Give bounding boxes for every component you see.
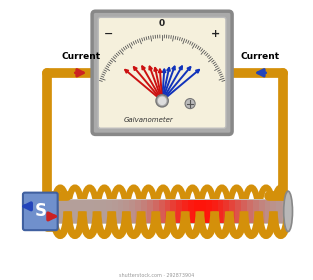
Bar	[241, 199, 248, 223]
Text: −: −	[104, 29, 114, 39]
Bar	[200, 199, 206, 223]
Bar	[70, 199, 77, 223]
Bar	[135, 199, 142, 223]
Bar	[171, 199, 177, 223]
Bar	[159, 199, 165, 223]
Text: Galvanometer: Galvanometer	[123, 117, 173, 123]
Circle shape	[158, 97, 166, 104]
Ellipse shape	[51, 193, 58, 229]
Bar	[218, 199, 224, 223]
Ellipse shape	[284, 191, 293, 232]
Bar	[76, 199, 83, 223]
Text: Current: Current	[61, 52, 100, 61]
Bar	[182, 199, 189, 223]
Bar	[123, 199, 130, 223]
FancyBboxPatch shape	[98, 17, 226, 128]
Bar	[112, 199, 118, 223]
Bar	[65, 199, 71, 223]
Bar	[153, 199, 159, 223]
Bar	[206, 199, 212, 223]
Bar	[82, 199, 89, 223]
FancyBboxPatch shape	[23, 193, 58, 230]
Bar	[106, 199, 112, 223]
Bar	[129, 199, 136, 223]
Text: Current: Current	[240, 52, 280, 61]
Bar	[276, 199, 283, 223]
Bar	[235, 199, 242, 223]
Bar	[229, 199, 236, 223]
Text: S: S	[34, 202, 46, 220]
Bar	[53, 199, 288, 224]
Text: +: +	[211, 29, 220, 39]
Bar	[194, 199, 200, 223]
Bar	[141, 199, 147, 223]
Bar	[270, 199, 277, 223]
Text: shutterstock.com · 292873904: shutterstock.com · 292873904	[119, 273, 194, 278]
Bar	[88, 199, 95, 223]
Bar	[259, 199, 265, 223]
Bar	[100, 199, 106, 223]
Bar	[223, 199, 230, 223]
Bar	[177, 199, 183, 223]
Text: 0: 0	[159, 19, 165, 28]
Bar	[118, 199, 124, 223]
Bar	[165, 199, 171, 223]
Circle shape	[156, 95, 168, 107]
Circle shape	[185, 99, 195, 109]
Bar	[188, 199, 195, 223]
FancyBboxPatch shape	[92, 11, 232, 134]
Bar	[282, 199, 289, 223]
Bar	[94, 199, 100, 223]
Bar	[59, 199, 65, 223]
Bar	[53, 199, 59, 223]
Bar	[147, 199, 153, 223]
Bar	[212, 199, 218, 223]
Bar	[247, 199, 254, 223]
Bar	[253, 199, 259, 223]
Bar	[264, 199, 271, 223]
